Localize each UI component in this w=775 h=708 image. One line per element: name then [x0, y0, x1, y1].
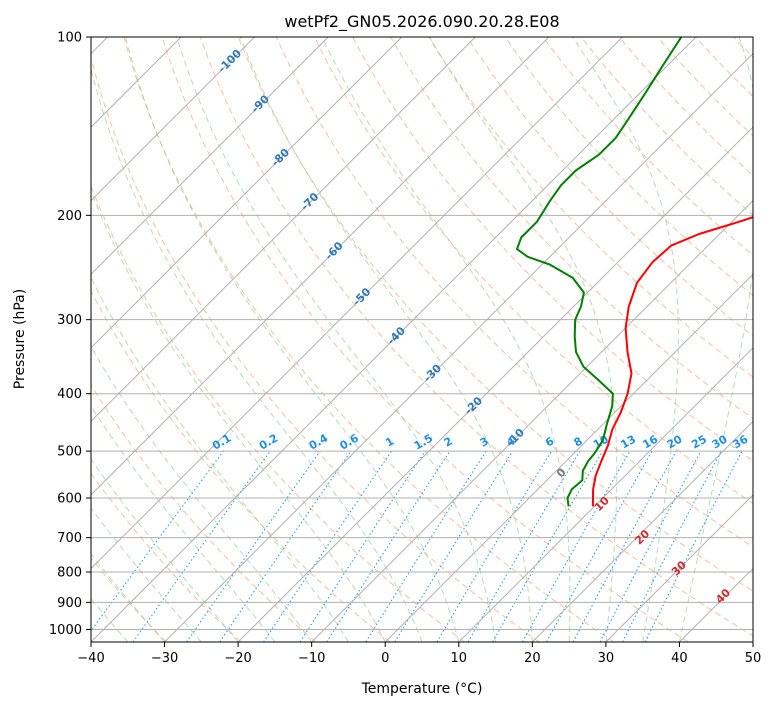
plot-frame: [90, 36, 754, 643]
dry-adiabat-380: [428, 37, 753, 378]
y-axis-label: Pressure (hPa): [12, 289, 28, 389]
mixing-ratio-line-0.2: [132, 450, 271, 642]
x-axis: −40 −30 −20 −10 0 10 20 30 40 50: [77, 642, 761, 666]
y-tick-label: 900: [57, 596, 82, 611]
y-tick-label: 1000: [49, 623, 82, 638]
dry-adiabat-370: [390, 37, 753, 420]
isobar-gridlines: [91, 37, 753, 630]
dry-adiabat-350: [314, 37, 753, 505]
x-tick-label: −20: [224, 651, 251, 666]
mixing-ratio-line-6: [436, 450, 552, 642]
moist-adiabat-25: [321, 37, 571, 642]
isotherm--10: [311, 199, 753, 642]
isotherm-10: [458, 347, 753, 642]
moist-adiabat-40: [678, 37, 753, 642]
y-axis: 100 200 300 400 500 600 700 800 900 1000: [49, 31, 91, 638]
isotherm--70: [91, 37, 476, 423]
x-tick-label: −30: [151, 651, 178, 666]
y-tick-label: 800: [57, 566, 82, 581]
isotherm--90: [91, 37, 329, 275]
mixing-ratio-line-13: [522, 450, 631, 642]
x-axis-label: Temperature (°C): [361, 681, 483, 697]
isotherm--20: [237, 126, 753, 642]
mixing-ratio-line-0.4: [186, 450, 321, 642]
isotherm--30: [164, 52, 753, 642]
dry-adiabat-340: [275, 37, 753, 548]
moist-adiabat--20: [91, 458, 239, 642]
chart-title: wetPf2_GN05.2026.090.20.28.E08: [284, 12, 559, 32]
dry-adiabat-400: [504, 37, 753, 296]
dry-adiabat-260: [91, 384, 316, 642]
dewpoint-profile-line: [516, 37, 683, 507]
isotherm-30: [605, 494, 753, 642]
mixing-ratio-labels: 0.1 0.2 0.4 0.6 1 1.5 2 3 4 6 8 10 13 16 20 25 30 36: [210, 431, 750, 452]
x-tick-label: 0: [381, 651, 389, 666]
dry-adiabat-290: [91, 55, 540, 642]
mixing-ratio-lines: [91, 450, 743, 642]
y-tick-label: 700: [57, 531, 82, 546]
moist-adiabat--5: [91, 276, 349, 642]
dry-adiabat-360: [352, 37, 753, 462]
mixing-ratio-line-0.1: [91, 450, 224, 632]
y-tick-label: 600: [57, 492, 82, 507]
isotherm--100: [91, 37, 256, 202]
dry-adiabat-390: [466, 37, 753, 337]
temperature-profile-line: [591, 216, 753, 507]
mixing-ratio-line-8: [467, 450, 581, 642]
isotherm-gridlines: [91, 37, 753, 642]
isotherm--60: [91, 37, 550, 496]
moist-adiabat-15: [176, 37, 497, 642]
y-tick-label: 300: [57, 313, 82, 328]
moist-adiabat--25: [91, 507, 202, 642]
moist-adiabat-35: [571, 37, 679, 642]
isotherm--80: [91, 37, 403, 349]
dry-adiabat-320: [199, 37, 753, 637]
plot-area: -100-90-80-70-60-50-40-30-20-10 01020304…: [91, 37, 753, 642]
mixing-ratio-line-3: [365, 450, 487, 642]
x-tick-label: 50: [745, 651, 762, 666]
y-tick-label: 500: [57, 445, 82, 460]
isotherm--40: [91, 37, 697, 642]
dry-adiabat-420: [580, 37, 753, 216]
dry-adiabat-270: [91, 290, 391, 642]
y-tick-label: 400: [57, 387, 82, 402]
moist-adiabat--15: [91, 405, 276, 642]
mixing-ratio-line-2: [326, 450, 451, 642]
mixing-ratio-line-20: [572, 450, 677, 642]
sounding-profiles: [516, 37, 753, 507]
x-tick-label: 40: [671, 651, 688, 666]
mixing-ratio-line-0.6: [219, 450, 352, 642]
dry-adiabat-430: [618, 37, 753, 177]
dry-adiabat-280: [91, 185, 465, 642]
y-tick-label: 200: [57, 209, 82, 224]
dry-adiabat-300: [123, 37, 614, 642]
y-tick-label: 100: [57, 31, 82, 46]
x-tick-label: 10: [451, 651, 468, 666]
isotherm--50: [91, 37, 623, 570]
dry-adiabat-310: [161, 37, 689, 642]
x-tick-label: −10: [298, 651, 325, 666]
dry-adiabats: [91, 37, 753, 642]
moist-adiabat--30: [91, 553, 165, 642]
x-tick-label: −40: [77, 651, 104, 666]
moist-adiabat-0: [91, 189, 386, 642]
moist-adiabat-5: [91, 66, 423, 642]
mixing-ratio-line-4: [394, 450, 514, 642]
mixing-ratio-line-10: [492, 450, 604, 642]
x-tick-label: 30: [598, 651, 615, 666]
isotherm-0: [384, 273, 753, 642]
x-tick-label: 20: [524, 651, 541, 666]
moist-adiabat--35: [91, 597, 129, 642]
moist-adiabat-30: [429, 37, 618, 642]
isotherm-20: [531, 420, 753, 642]
